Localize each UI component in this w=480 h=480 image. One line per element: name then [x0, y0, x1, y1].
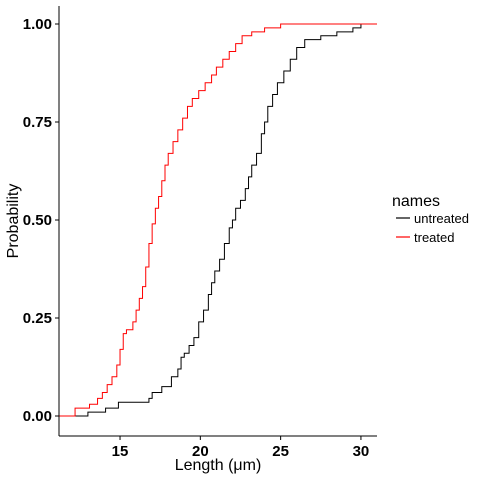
x-ticks: 15 20 25 30 [112, 436, 370, 460]
x-tick-label: 25 [272, 443, 289, 460]
series-line-untreated [59, 23, 377, 417]
legend-entry-untreated: untreated [396, 211, 469, 226]
legend-label: treated [414, 230, 454, 245]
legend-entry-treated: treated [396, 230, 454, 245]
x-tick-label: 15 [112, 443, 129, 460]
y-tick-label: 0.75 [23, 114, 52, 131]
y-tick-label: 0.25 [23, 310, 52, 327]
x-axis-title: Length (μm) [175, 457, 262, 474]
plot-area: 0.00 0.25 0.50 0.75 1.00 15 20 25 30 [23, 6, 377, 460]
series-line-treated [59, 23, 377, 417]
y-tick-label: 0.00 [23, 408, 52, 425]
y-tick-label: 1.00 [23, 16, 52, 33]
series-layer [59, 23, 377, 417]
legend-label: untreated [414, 211, 469, 226]
y-axis-title: Probability [5, 184, 22, 259]
y-ticks: 0.00 0.25 0.50 0.75 1.00 [23, 16, 59, 425]
legend-title: names [392, 193, 440, 210]
y-tick-label: 0.50 [23, 212, 52, 229]
legend-entries: untreated treated [396, 211, 469, 245]
legend: names untreated treated [392, 193, 469, 245]
x-tick-label: 20 [192, 443, 209, 460]
x-tick-label: 30 [353, 443, 370, 460]
